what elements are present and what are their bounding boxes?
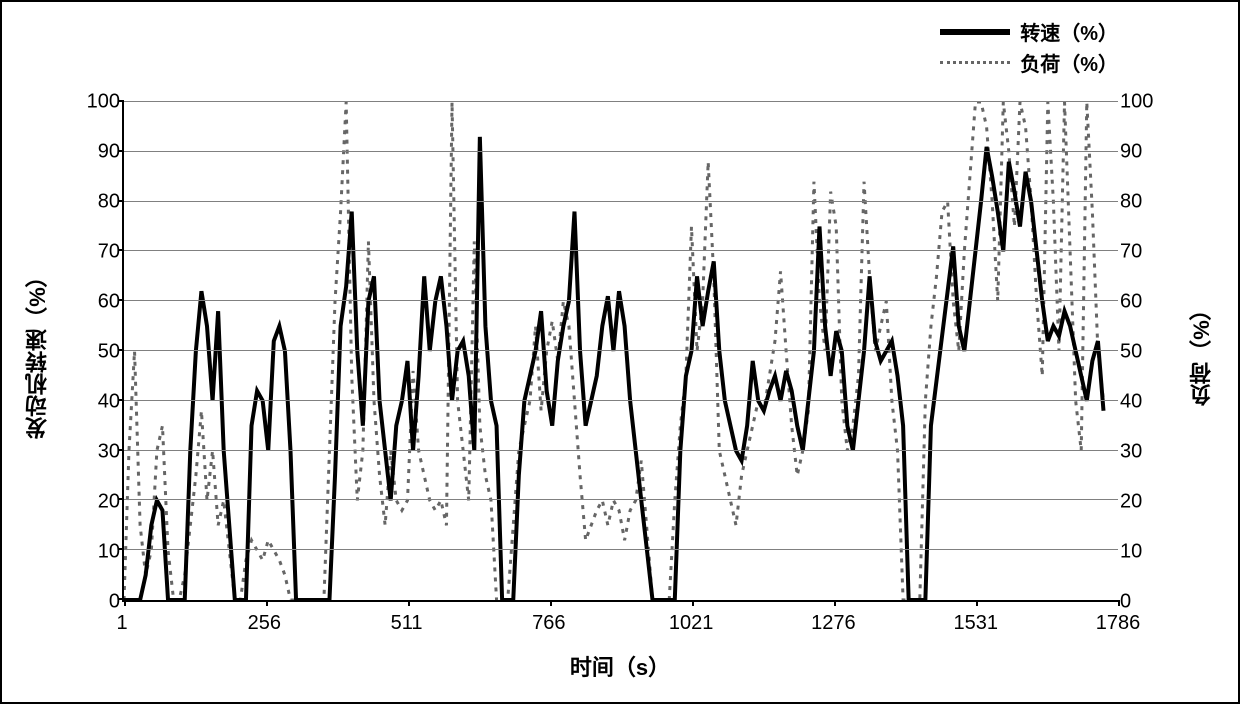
- legend-label-speed: 转速（%）: [1020, 17, 1118, 46]
- y-tick-right: 80: [1120, 191, 1168, 214]
- tick-mark: [976, 600, 978, 606]
- plot-area: [122, 102, 1118, 602]
- y-tick-right: 10: [1120, 541, 1168, 564]
- y-tick-left: 0: [72, 591, 120, 614]
- x-tick: 1276: [811, 612, 856, 635]
- x-tick: 511: [391, 612, 423, 635]
- tick-mark: [266, 600, 268, 606]
- tick-mark: [408, 600, 410, 606]
- y-tick-right: 60: [1120, 291, 1168, 314]
- gridline: [124, 300, 1118, 301]
- y-tick-left: 20: [72, 491, 120, 514]
- tick-mark: [834, 600, 836, 606]
- x-axis-label: 时间（s）: [570, 650, 670, 682]
- series-speed: [124, 137, 1103, 600]
- tick-mark: [124, 600, 126, 606]
- legend-item-speed: 转速（%）: [940, 17, 1118, 46]
- x-tick: 1021: [669, 612, 714, 635]
- y-tick-left: 70: [72, 241, 120, 264]
- tick-mark: [118, 150, 124, 152]
- gridline: [124, 151, 1118, 152]
- tick-mark: [118, 498, 124, 500]
- gridline: [124, 400, 1118, 401]
- x-tick: 1: [116, 612, 127, 635]
- y-tick-right: 40: [1120, 391, 1168, 414]
- gridline: [124, 549, 1118, 550]
- y-tick-left: 50: [72, 341, 120, 364]
- y-axis-left-label: 发动机转速（%）: [22, 265, 54, 439]
- tick-mark: [692, 600, 694, 606]
- gridline: [124, 450, 1118, 451]
- y-tick-left: 10: [72, 541, 120, 564]
- x-tick: 1786: [1096, 612, 1141, 635]
- tick-mark: [118, 100, 124, 102]
- tick-mark: [118, 200, 124, 202]
- tick-mark: [118, 299, 124, 301]
- x-axis: 12565117661021127615311786: [122, 612, 1118, 642]
- y-tick-right: 20: [1120, 491, 1168, 514]
- gridline: [124, 250, 1118, 251]
- tick-mark: [118, 349, 124, 351]
- x-tick: 1531: [953, 612, 998, 635]
- tick-mark: [118, 548, 124, 550]
- legend: 转速（%） 负荷（%）: [940, 17, 1118, 79]
- y-tick-right: 100: [1120, 91, 1168, 114]
- gridline: [124, 499, 1118, 500]
- data-lines-svg: [124, 102, 1118, 600]
- gridline: [124, 350, 1118, 351]
- x-tick: 256: [248, 612, 281, 635]
- legend-swatch-dotted: [940, 61, 1010, 64]
- y-tick-right: 30: [1120, 441, 1168, 464]
- y-tick-right: 50: [1120, 341, 1168, 364]
- y-axis-right: 0102030405060708090100: [1120, 102, 1168, 602]
- y-tick-right: 70: [1120, 241, 1168, 264]
- tick-mark: [1118, 600, 1120, 606]
- y-tick-left: 80: [72, 191, 120, 214]
- gridline: [124, 201, 1118, 202]
- y-axis-right-label: 负荷（%）: [1186, 298, 1218, 406]
- legend-swatch-solid: [940, 29, 1010, 35]
- y-tick-left: 60: [72, 291, 120, 314]
- y-axis-left: 0102030405060708090100: [72, 102, 120, 602]
- y-tick-right: 90: [1120, 141, 1168, 164]
- tick-mark: [118, 249, 124, 251]
- y-tick-right: 0: [1120, 591, 1168, 614]
- y-tick-left: 40: [72, 391, 120, 414]
- chart-container: 转速（%） 负荷（%） 发动机转速（%） 负荷（%） 时间（s） 0102030…: [12, 12, 1228, 692]
- gridline: [124, 101, 1118, 102]
- x-tick: 766: [532, 612, 565, 635]
- legend-label-load: 负荷（%）: [1020, 48, 1118, 77]
- tick-mark: [118, 399, 124, 401]
- y-tick-left: 100: [72, 91, 120, 114]
- legend-item-load: 负荷（%）: [940, 48, 1118, 77]
- y-tick-left: 90: [72, 141, 120, 164]
- tick-mark: [118, 449, 124, 451]
- tick-mark: [550, 600, 552, 606]
- y-tick-left: 30: [72, 441, 120, 464]
